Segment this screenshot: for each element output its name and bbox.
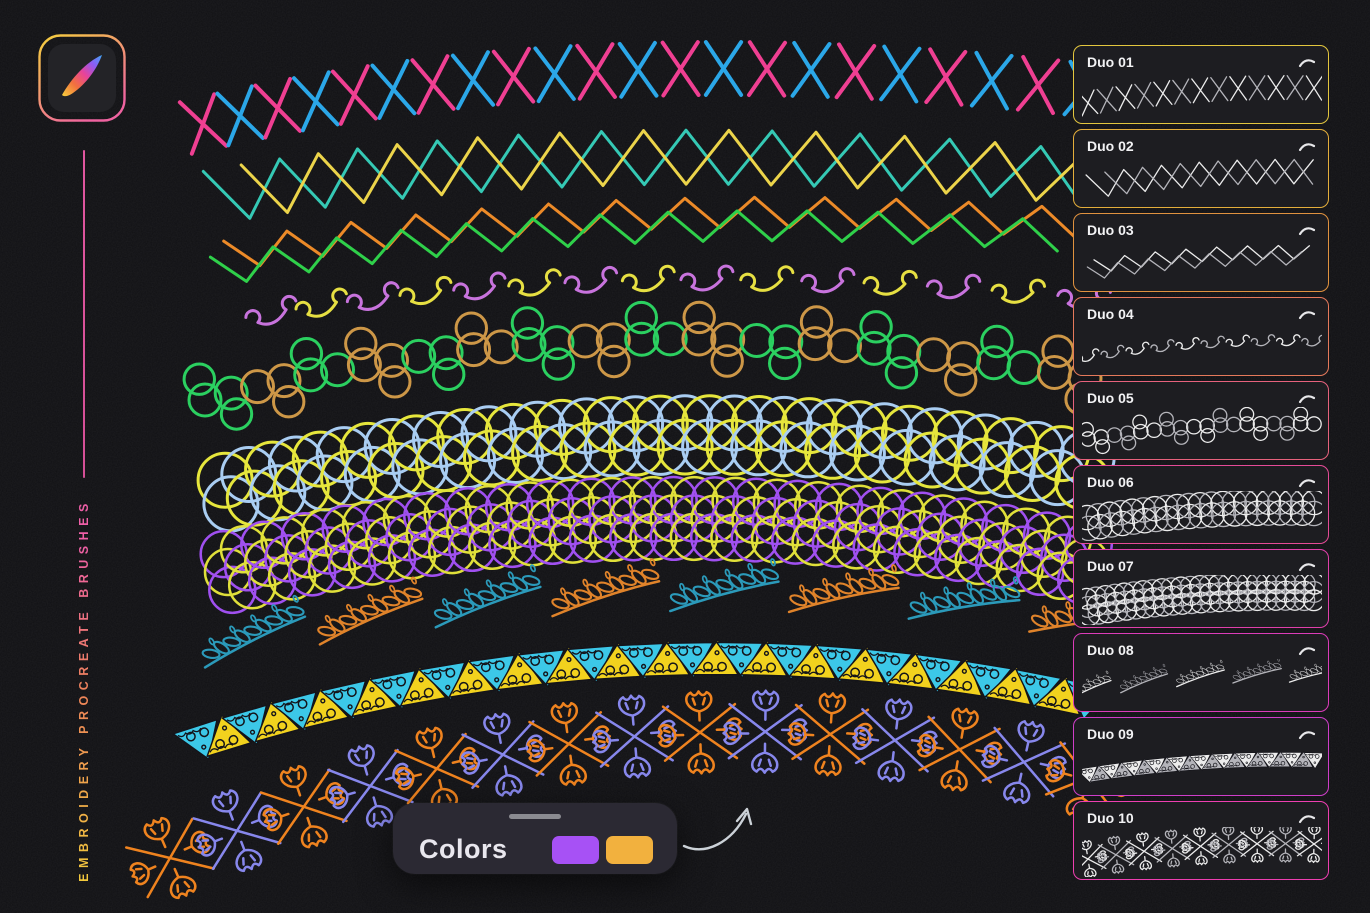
stroke-triangle-ornament	[172, 638, 1112, 760]
stroke-curl-scroll	[244, 266, 1111, 328]
stroke-diamond-zigzag	[201, 128, 1089, 220]
colors-panel-row: Colors	[393, 825, 677, 874]
pointer-arrow	[682, 807, 753, 851]
brush-card-duo-02[interactable]: Duo 02	[1073, 129, 1329, 208]
color-swatch-amber[interactable]	[606, 835, 653, 864]
brush-preview-stroke	[1086, 244, 1311, 279]
stroke-circle-overlap	[1082, 491, 1322, 541]
brush-stroke-icon	[1298, 479, 1316, 488]
stroke-chevron-zigzag	[208, 195, 1079, 283]
brush-card-duo-01[interactable]: Duo 01	[1073, 45, 1329, 124]
brush-card-label: Duo 01	[1087, 54, 1134, 70]
brush-stroke-icon	[1298, 815, 1316, 824]
brush-card-duo-03[interactable]: Duo 03	[1073, 213, 1329, 292]
brush-stroke-icon	[1298, 647, 1316, 656]
stroke-chevron-zigzag	[1086, 244, 1311, 279]
stroke-curl-scroll	[1082, 335, 1322, 363]
stroke-cross-stitch	[180, 42, 1106, 154]
brush-card-label: Duo 09	[1087, 726, 1134, 742]
brush-card-duo-08[interactable]: Duo 08	[1073, 633, 1329, 712]
brush-card-duo-06[interactable]: Duo 06	[1073, 465, 1329, 544]
brush-card-label: Duo 10	[1087, 810, 1134, 826]
brush-preview-stroke	[1082, 659, 1322, 709]
stroke-leaf-garland	[1082, 659, 1322, 702]
brush-preview-stroke	[1082, 407, 1322, 455]
color-swatch-purple[interactable]	[552, 835, 599, 864]
brush-card-label: Duo 07	[1087, 558, 1134, 574]
stroke-circle-dense	[199, 475, 1114, 615]
brush-card-duo-09[interactable]: Duo 09	[1073, 717, 1329, 796]
brush-preview-stroke	[1082, 827, 1322, 877]
colors-panel-title: Colors	[419, 834, 508, 864]
brush-stroke-icon	[1298, 143, 1316, 152]
brush-preview-stroke	[1085, 158, 1314, 197]
brush-stroke-icon	[1298, 227, 1316, 236]
brush-card-duo-04[interactable]: Duo 04	[1073, 297, 1329, 376]
brush-stroke-icon	[1298, 395, 1316, 404]
brush-preview-stroke	[1082, 575, 1322, 625]
brush-stroke-icon	[1298, 563, 1316, 572]
stroke-diamond-zigzag	[1085, 158, 1314, 197]
procreate-app-icon[interactable]	[38, 34, 126, 122]
vertical-brand-label: EMBROIDERY PROCREATE BRUSHES	[77, 498, 91, 882]
brush-preview-stroke	[1082, 71, 1322, 121]
stroke-triangle-ornament	[1082, 750, 1322, 784]
brush-preview-stroke	[1082, 750, 1322, 784]
brush-stroke-icon	[1298, 311, 1316, 320]
brush-stroke-icon	[1298, 59, 1316, 68]
swatch-list	[552, 835, 653, 864]
brush-card-duo-07[interactable]: Duo 07	[1073, 549, 1329, 628]
panel-drag-handle[interactable]	[509, 814, 561, 819]
stroke-ginkgo-cross	[1082, 827, 1322, 877]
brand-connector-line	[83, 150, 85, 478]
brush-card-label: Duo 05	[1087, 390, 1134, 406]
stroke-circle-chain	[1082, 407, 1322, 455]
brush-card-label: Duo 06	[1087, 474, 1134, 490]
brush-card-label: Duo 04	[1087, 306, 1134, 322]
brush-card-list: Duo 01 Duo 02 Duo 03 Duo 04 Duo 05 Duo 0…	[1073, 45, 1329, 885]
brush-card-label: Duo 03	[1087, 222, 1134, 238]
brush-preview-stroke	[1082, 323, 1322, 373]
stroke-circle-chain	[182, 300, 1103, 431]
brush-preview-stroke	[1082, 491, 1322, 541]
stroke-cross-stitch	[1082, 76, 1322, 116]
stroke-circle-dense	[1082, 575, 1322, 625]
brush-stroke-icon	[1298, 731, 1316, 740]
brush-card-label: Duo 08	[1087, 642, 1134, 658]
brush-card-duo-10[interactable]: Duo 10	[1073, 801, 1329, 880]
brush-card-label: Duo 02	[1087, 138, 1134, 154]
brush-card-duo-05[interactable]: Duo 05	[1073, 381, 1329, 460]
colors-panel: Colors	[393, 803, 677, 874]
